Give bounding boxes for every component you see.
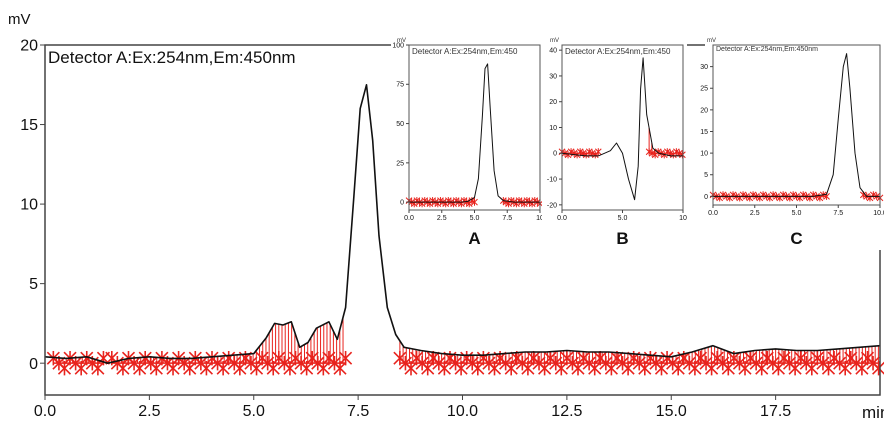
c-x-tick-label: 5.0 — [792, 210, 802, 217]
main-y-tick-label: 0 — [29, 356, 38, 373]
inset-a-y-tick-labels: 0 25 50 75 100 — [392, 42, 409, 207]
b-y-tick-label: -10 — [547, 177, 557, 184]
inset-chart-a: Detector A:Ex:254nm,Em:450 mV A 0.0 2.5 5.… — [391, 37, 544, 250]
inset-a-panel-label: A — [468, 229, 480, 248]
c-y-tick-label: 30 — [700, 64, 708, 71]
b-y-tick-label: 30 — [549, 73, 557, 80]
c-x-tick-label: 2.5 — [750, 210, 760, 217]
c-y-tick-label: 20 — [700, 107, 708, 114]
a-baseline-marker — [471, 198, 478, 206]
inset-c-marks — [709, 53, 884, 202]
b-y-tick-label: 0 — [553, 151, 557, 158]
c-x-tick-label: 7.5 — [833, 210, 843, 217]
main-y-tick-label: 20 — [20, 38, 38, 55]
inset-b-x-tick-labels: 0.0 5.0 10 — [557, 210, 687, 222]
b-x-tick-label: 5.0 — [618, 215, 628, 222]
a-y-tick-label: 50 — [396, 121, 404, 128]
main-x-tick-label: 12.5 — [551, 403, 582, 420]
main-x-tick-label: 15.0 — [656, 403, 687, 420]
c-y-tick-label: 15 — [700, 129, 708, 136]
c-x-tick-label: 10.0 — [873, 210, 884, 217]
inset-c-x-tick-labels: 0.0 2.5 5.0 7.5 10.0 — [708, 205, 884, 217]
b-y-tick-label: 40 — [549, 48, 557, 55]
inset-c-y-tick-labels: 0 5 10 15 20 25 30 — [700, 64, 713, 201]
inset-b-background — [542, 37, 687, 250]
inset-b-panel-label: B — [616, 229, 628, 248]
main-x-tick-label: 5.0 — [243, 403, 265, 420]
a-y-tick-label: 75 — [396, 82, 404, 89]
main-y-tick-label: 5 — [29, 276, 38, 293]
inset-a-background — [391, 37, 544, 250]
c-y-tick-label: 10 — [700, 151, 708, 158]
c-y-tick-label: 5 — [704, 172, 708, 179]
main-y-tick-labels: 0 5 10 15 20 — [20, 38, 45, 373]
a-x-tick-label: 5.0 — [470, 215, 480, 222]
c-y-tick-label: 25 — [700, 86, 708, 93]
b-x-tick-label: 0.0 — [557, 215, 567, 222]
inset-b-y-axis-label: mV — [550, 38, 559, 44]
b-x-tick-label: 10 — [679, 215, 687, 222]
c-signal-line — [713, 53, 880, 197]
a-x-tick-label: 0.0 — [404, 215, 414, 222]
main-x-tick-labels: 0.0 2.5 5.0 7.5 10.0 12.5 15.0 17.5 — [34, 395, 791, 420]
b-baseline-marker — [679, 151, 686, 159]
main-x-tick-label: 17.5 — [760, 403, 791, 420]
b-y-tick-label: 10 — [549, 125, 557, 132]
main-x-axis-label: min — [862, 403, 884, 421]
inset-b-title: Detector A:Ex:254nm,Em:450 — [565, 47, 671, 56]
main-x-tick-label: 10.0 — [447, 403, 478, 420]
inset-b-y-tick-labels: -20 -10 0 10 20 30 40 — [547, 48, 562, 209]
b-signal-line — [561, 57, 683, 201]
main-y-axis-label: mV — [8, 11, 31, 28]
a-x-tick-label: 2.5 — [437, 215, 447, 222]
inset-c-y-axis-label: mV — [707, 38, 716, 44]
main-marks — [44, 84, 884, 376]
main-x-tick-label: 0.0 — [34, 403, 56, 420]
c-y-tick-label: 0 — [704, 194, 708, 201]
main-chart: mV min Detector A:Ex:254nm,Em:450nm 0.0 2… — [8, 11, 884, 421]
c-x-tick-label: 0.0 — [708, 210, 718, 217]
a-y-tick-label: 0 — [400, 200, 404, 207]
inset-chart-b: Detector A:Ex:254nm,Em:450 mV B 0.0 5.0 10… — [542, 37, 687, 250]
a-y-tick-label: 100 — [392, 42, 404, 49]
inset-c-title: Detector A:Ex:254nm,Em:450nm — [716, 46, 818, 53]
b-y-tick-label: -20 — [547, 202, 557, 209]
inset-a-x-tick-labels: 0.0 2.5 5.0 7.5 10 — [404, 210, 544, 222]
main-y-tick-label: 10 — [20, 197, 38, 214]
a-x-tick-label: 7.5 — [502, 215, 512, 222]
a-signal-line — [409, 63, 540, 203]
main-x-tick-label: 7.5 — [347, 403, 369, 420]
a-y-tick-label: 25 — [396, 160, 404, 167]
main-baseline-marker — [339, 350, 353, 366]
main-chart-title: Detector A:Ex:254nm,Em:450nm — [48, 48, 296, 67]
b-baseline-marker — [594, 148, 602, 156]
main-x-tick-label: 2.5 — [138, 403, 160, 420]
inset-b-marks — [558, 57, 686, 201]
main-baseline-marker — [872, 360, 884, 376]
b-y-tick-label: 20 — [549, 99, 557, 106]
inset-c-background — [705, 37, 884, 250]
main-y-tick-label: 15 — [20, 117, 38, 134]
main-signal-line — [44, 84, 881, 364]
inset-c-panel-label: C — [790, 229, 802, 248]
inset-a-y-axis-label: mV — [397, 38, 406, 44]
a-x-tick-label: 10 — [536, 215, 544, 222]
inset-chart-c: Detector A:Ex:254nm,Em:450nm mV C 0.0 2.5… — [700, 37, 884, 250]
inset-a-title: Detector A:Ex:254nm,Em:450 — [412, 47, 518, 56]
